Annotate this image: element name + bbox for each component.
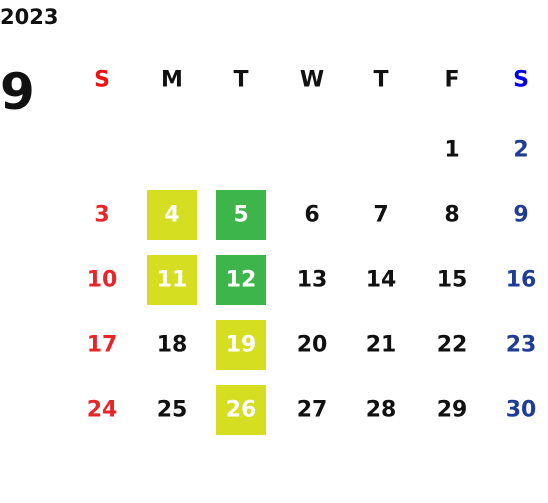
- weekday-label: M: [161, 68, 183, 93]
- weekday-label: T: [373, 68, 388, 93]
- day-number: 21: [366, 333, 397, 358]
- day-number: 8: [444, 203, 459, 228]
- day-number: 9: [513, 203, 528, 228]
- day-number: 17: [87, 333, 118, 358]
- day-number: 15: [437, 268, 468, 293]
- day-number: 11: [157, 268, 188, 293]
- day-number: 2: [513, 138, 528, 163]
- day-number: 20: [297, 333, 328, 358]
- day-number: 1: [444, 138, 459, 163]
- day-number: 28: [366, 398, 397, 423]
- year: 2023: [0, 5, 58, 29]
- day-number: 3: [94, 203, 109, 228]
- weekday-label: F: [444, 68, 459, 93]
- day-number: 10: [87, 268, 118, 293]
- highlight-cell: [216, 255, 266, 305]
- weekday-label: T: [233, 68, 248, 93]
- highlight-cell: [216, 320, 266, 370]
- weekday-label: W: [300, 68, 324, 93]
- highlight-cell: [216, 385, 266, 435]
- day-number: 24: [87, 398, 118, 423]
- day-number: 30: [506, 398, 537, 423]
- day-number: 23: [506, 333, 537, 358]
- day-number: 16: [506, 268, 537, 293]
- day-number: 25: [157, 398, 188, 423]
- highlight-cell: [216, 190, 266, 240]
- day-number: 18: [157, 333, 188, 358]
- day-number: 5: [233, 203, 248, 228]
- day-number: 27: [297, 398, 328, 423]
- weekday-label: S: [94, 68, 110, 93]
- month: 9: [0, 63, 35, 121]
- day-number: 26: [226, 398, 257, 423]
- day-number: 12: [226, 268, 257, 293]
- day-number: 6: [304, 203, 319, 228]
- day-number: 29: [437, 398, 468, 423]
- highlight-cell: [147, 255, 197, 305]
- day-number: 13: [297, 268, 328, 293]
- day-number: 14: [366, 268, 397, 293]
- day-number: 7: [373, 203, 388, 228]
- highlight-cell: [147, 190, 197, 240]
- weekday-label: S: [513, 68, 529, 93]
- day-number: 22: [437, 333, 468, 358]
- day-number: 19: [226, 333, 257, 358]
- day-number: 4: [164, 203, 179, 228]
